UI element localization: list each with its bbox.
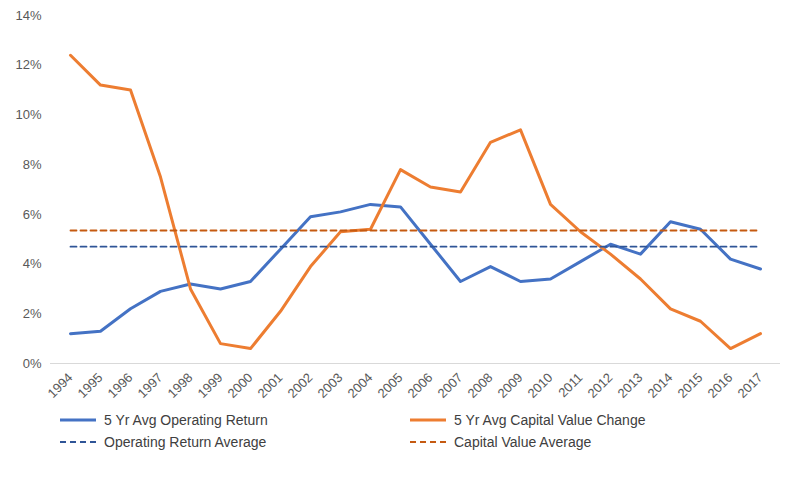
svg-text:1998: 1998 <box>165 370 196 401</box>
svg-text:8%: 8% <box>23 157 42 172</box>
svg-text:6%: 6% <box>23 207 42 222</box>
svg-text:2%: 2% <box>23 306 42 321</box>
svg-text:2006: 2006 <box>405 370 436 401</box>
svg-text:2011: 2011 <box>555 370 585 400</box>
svg-text:1995: 1995 <box>75 370 106 401</box>
svg-text:2014: 2014 <box>645 370 676 401</box>
svg-text:4%: 4% <box>23 256 42 271</box>
svg-text:14%: 14% <box>15 8 41 23</box>
svg-text:2010: 2010 <box>525 370 556 401</box>
svg-text:1999: 1999 <box>195 370 226 401</box>
svg-text:2004: 2004 <box>345 370 376 401</box>
svg-text:1996: 1996 <box>105 370 136 401</box>
svg-text:2015: 2015 <box>675 370 706 401</box>
svg-text:2007: 2007 <box>435 370 466 401</box>
svg-text:2012: 2012 <box>585 370 616 401</box>
svg-text:2001: 2001 <box>255 370 286 401</box>
svg-text:1997: 1997 <box>135 370 166 401</box>
svg-text:2016: 2016 <box>705 370 736 401</box>
html-text:5 Yr Avg Operating Return: 5 Yr Avg Operating Return <box>104 412 268 428</box>
svg-text:2003: 2003 <box>315 370 346 401</box>
svg-text:1994: 1994 <box>45 370 76 401</box>
svg-text:2017: 2017 <box>735 370 766 401</box>
svg-text:12%: 12% <box>15 57 41 72</box>
html-text:Capital Value Average: Capital Value Average <box>454 434 592 450</box>
svg-text:2013: 2013 <box>615 370 646 401</box>
svg-text:2008: 2008 <box>465 370 496 401</box>
svg-text:2002: 2002 <box>285 370 316 401</box>
svg-text:0%: 0% <box>23 356 42 371</box>
svg-text:2005: 2005 <box>375 370 406 401</box>
html-text:5 Yr Avg Capital Value Change: 5 Yr Avg Capital Value Change <box>454 412 646 428</box>
svg-text:2000: 2000 <box>225 370 256 401</box>
html-text:Operating Return Average: Operating Return Average <box>104 434 267 450</box>
svg-text:2009: 2009 <box>495 370 526 401</box>
svg-text:10%: 10% <box>15 107 41 122</box>
